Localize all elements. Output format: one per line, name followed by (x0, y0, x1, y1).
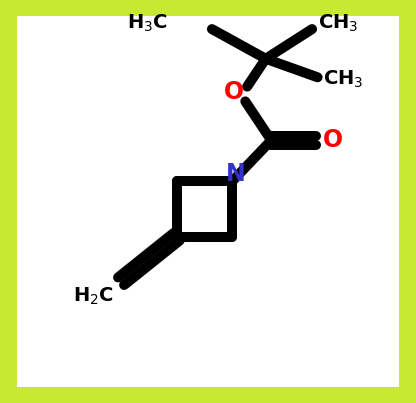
Text: N: N (225, 162, 245, 187)
Text: H$_3$C: H$_3$C (126, 13, 168, 34)
Text: CH$_3$: CH$_3$ (317, 13, 358, 34)
Text: O: O (224, 80, 244, 104)
Text: O: O (323, 128, 343, 152)
Text: CH$_3$: CH$_3$ (323, 69, 364, 90)
Text: H$_2$C: H$_2$C (73, 285, 114, 307)
